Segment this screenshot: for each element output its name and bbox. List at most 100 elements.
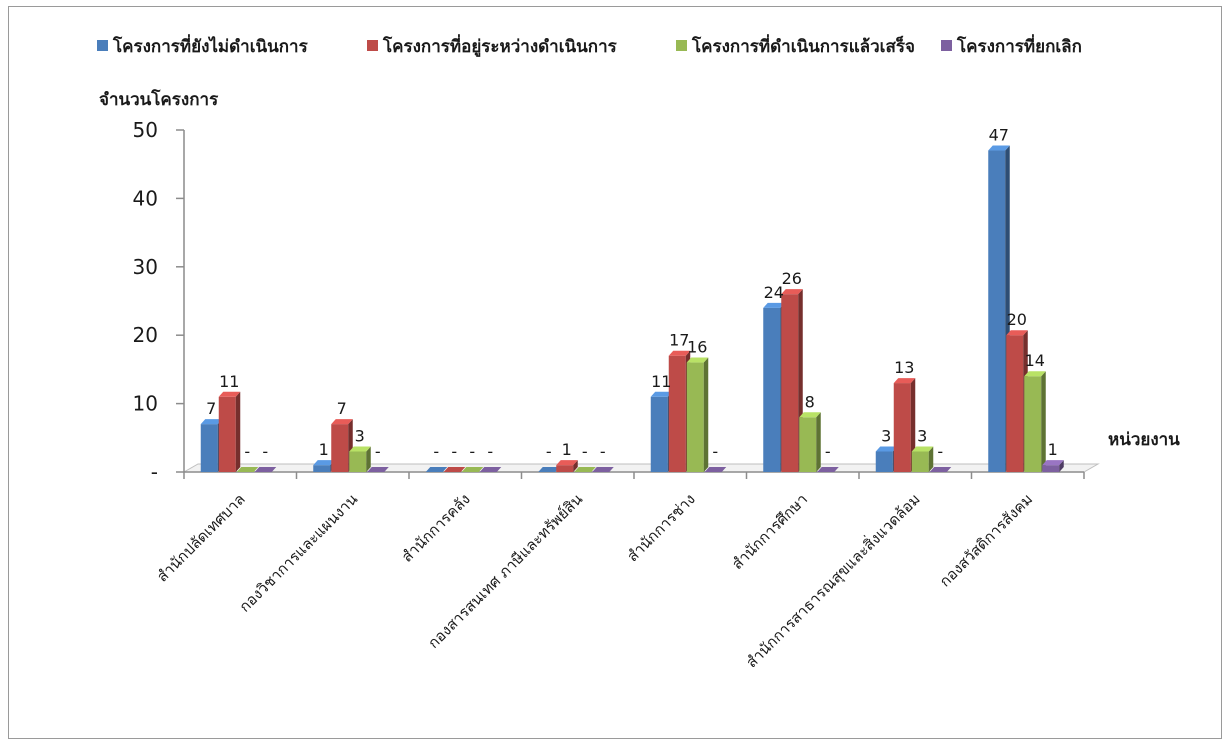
data-label: 11 — [651, 372, 671, 391]
data-label: - — [433, 442, 439, 461]
legend-swatch — [367, 40, 378, 51]
y-tick-label: 20 — [133, 323, 158, 347]
bar-top — [988, 145, 1010, 151]
bar-top — [218, 391, 241, 397]
x-category-label: สำนักการศึกษา — [728, 490, 811, 573]
data-label: 11 — [219, 372, 239, 391]
data-label: - — [600, 442, 606, 461]
bars — [200, 145, 1064, 472]
y-axis: - 10 20 30 40 50 — [133, 118, 185, 484]
data-label: - — [712, 442, 718, 461]
bar-flat — [443, 467, 466, 472]
bar-flat — [236, 467, 259, 472]
bar-top — [911, 446, 934, 452]
data-label: - — [375, 442, 381, 461]
bar-front — [331, 424, 349, 472]
data-label: 24 — [764, 283, 784, 302]
y-axis-title: จำนวนโครงการ — [99, 89, 219, 110]
bar-top — [331, 419, 353, 425]
bar — [592, 467, 614, 472]
data-labels: 711- -173- - - - - -1- -111716-24268-3133-47201… — [206, 126, 1058, 461]
bar-side — [235, 391, 241, 472]
bar — [1024, 371, 1046, 472]
bar — [686, 357, 709, 472]
bar-flat — [461, 467, 484, 472]
data-label: 1 — [319, 440, 329, 459]
legend-label: โครงการที่ดำเนินการแล้วเสร็จ — [691, 34, 915, 57]
bar-front — [1042, 465, 1060, 472]
bar-front — [1024, 376, 1042, 472]
bar-top — [200, 419, 223, 425]
bar-top — [349, 446, 371, 452]
bar-front — [781, 294, 799, 472]
data-label: 1 — [1048, 440, 1058, 459]
bar — [461, 467, 484, 472]
bar-flat — [254, 467, 277, 472]
bar-top — [781, 289, 803, 295]
bar — [254, 467, 277, 472]
bar — [538, 467, 560, 472]
bar-front — [1006, 335, 1024, 472]
bar-side — [816, 412, 821, 472]
bar-side — [1041, 371, 1046, 472]
y-tick-label: 40 — [133, 186, 158, 210]
data-label: 3 — [917, 426, 927, 445]
chart-frame: โครงการที่ยังไม่ดำเนินการ โครงการที่อยู่ร… — [8, 6, 1222, 739]
bar-side — [366, 446, 371, 472]
data-label: - — [469, 442, 475, 461]
data-label: - — [937, 442, 943, 461]
bar — [479, 467, 502, 472]
data-label: 3 — [355, 426, 365, 445]
bar-flat — [592, 467, 614, 472]
bar-top — [556, 460, 578, 466]
data-label: 3 — [881, 426, 891, 445]
x-category-label: สำนักปลัดเทศบาล — [153, 490, 248, 585]
bar-side — [573, 460, 578, 472]
legend-swatch — [97, 40, 108, 51]
data-label: 1 — [562, 440, 572, 459]
bar — [1042, 460, 1064, 472]
bar-side — [928, 446, 934, 472]
bar-front — [799, 417, 817, 472]
bar-side — [1059, 460, 1064, 472]
bar-front — [200, 424, 218, 472]
x-category-label: กองวิชาการและแผนงาน — [236, 490, 362, 616]
bar-front — [763, 307, 781, 472]
bar-side — [703, 357, 709, 472]
x-category-label: กองสวัสดิการสังคม — [936, 490, 1036, 590]
bar-flat — [425, 467, 448, 472]
y-tick-label: 10 — [133, 392, 158, 416]
data-label: 14 — [1025, 351, 1045, 370]
bar-top — [1024, 371, 1046, 377]
bar-top — [893, 378, 916, 384]
legend-label: โครงการที่ยังไม่ดำเนินการ — [112, 34, 309, 57]
data-label: 17 — [669, 331, 689, 350]
bar — [799, 412, 821, 472]
y-tick-label: 50 — [133, 118, 158, 142]
bar-front — [349, 451, 367, 472]
bar — [817, 467, 839, 472]
bar-top — [875, 446, 898, 452]
bar-flat — [538, 467, 560, 472]
bar — [443, 467, 466, 472]
data-label: 8 — [805, 392, 815, 411]
bar-front — [875, 451, 893, 472]
x-category-label: สำนักการคลัง — [398, 490, 474, 566]
x-category-label: สำนักการสาธารณสุขและสิ่งแวดล้อม — [741, 489, 924, 672]
bar-front — [893, 383, 911, 472]
bar — [349, 446, 371, 472]
bar — [367, 467, 389, 472]
data-label: - — [582, 442, 588, 461]
y-tick-label: 30 — [133, 255, 158, 279]
bar-top — [1006, 330, 1028, 336]
data-label: 13 — [894, 358, 914, 377]
data-label: - — [546, 442, 552, 461]
bar-flat — [479, 467, 502, 472]
data-label: 47 — [989, 126, 1009, 145]
bar-flat — [574, 467, 596, 472]
bar-flat — [367, 467, 389, 472]
x-axis-title: หน่วยงาน — [1108, 430, 1180, 450]
x-category-label: สำนักการช่าง — [623, 490, 698, 565]
bar-front — [988, 150, 1006, 472]
data-label: - — [825, 442, 831, 461]
